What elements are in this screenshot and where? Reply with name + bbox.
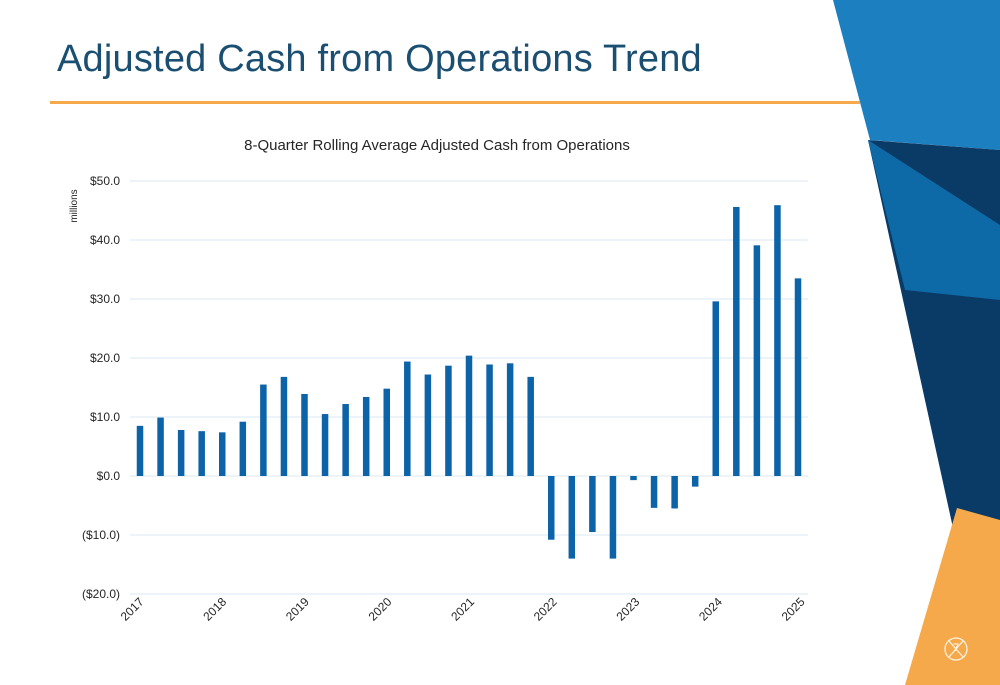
slide-title: Adjusted Cash from Operations Trend bbox=[57, 38, 702, 80]
bar bbox=[630, 476, 637, 481]
x-tick-label: 2020 bbox=[366, 595, 395, 624]
bar bbox=[342, 404, 349, 476]
bar bbox=[404, 361, 411, 476]
bar bbox=[280, 376, 288, 476]
y-axis-ticks: $50.0 $40.0 $30.0 $20.0 $10.0 $0.0 ($10.0) ($20… bbox=[82, 174, 120, 601]
x-tick-label: 2023 bbox=[614, 595, 643, 624]
bar bbox=[383, 388, 390, 476]
x-tick-label: 2025 bbox=[779, 595, 808, 624]
bar bbox=[527, 376, 534, 476]
y-tick-label: $10.0 bbox=[90, 410, 120, 424]
x-tick-label: 2018 bbox=[200, 595, 229, 624]
bar bbox=[260, 384, 267, 476]
x-tick-label: 2017 bbox=[118, 595, 147, 624]
bar bbox=[506, 363, 514, 476]
y-tick-label: $40.0 bbox=[90, 233, 120, 247]
bar bbox=[198, 431, 205, 476]
bar bbox=[445, 365, 452, 476]
bar bbox=[219, 432, 226, 476]
y-tick-label: $30.0 bbox=[90, 292, 120, 306]
bar bbox=[691, 476, 699, 487]
title-underline bbox=[50, 101, 860, 104]
x-tick-label: 2022 bbox=[531, 595, 560, 624]
bar bbox=[136, 425, 144, 476]
bar bbox=[671, 476, 678, 509]
bar-series bbox=[136, 205, 802, 559]
bar bbox=[733, 206, 740, 476]
bar bbox=[177, 429, 185, 476]
bar bbox=[568, 476, 576, 559]
bar bbox=[609, 476, 617, 559]
x-tick-label: 2024 bbox=[696, 595, 725, 624]
x-tick-label: 2021 bbox=[448, 595, 477, 624]
bar bbox=[362, 396, 370, 476]
chart-title: 8-Quarter Rolling Average Adjusted Cash … bbox=[244, 137, 630, 154]
y-axis-label: millions bbox=[69, 189, 80, 222]
bar bbox=[239, 421, 247, 476]
x-tick-label: 2019 bbox=[283, 595, 312, 624]
bar bbox=[753, 245, 761, 476]
y-tick-label: ($20.0) bbox=[82, 587, 120, 601]
bar bbox=[774, 205, 781, 476]
bar bbox=[712, 301, 719, 476]
bar bbox=[486, 364, 493, 476]
bar bbox=[321, 414, 329, 476]
x-axis-ticks: 2017 2018 2019 2020 2021 2022 2023 2024 2025 bbox=[118, 595, 808, 624]
y-tick-label: $20.0 bbox=[90, 351, 120, 365]
page-number: 7 bbox=[952, 642, 960, 654]
bar bbox=[157, 417, 164, 476]
bar bbox=[465, 355, 473, 476]
bar bbox=[301, 393, 308, 476]
bar bbox=[589, 476, 596, 533]
y-tick-label: $0.0 bbox=[97, 469, 121, 483]
y-tick-label: ($10.0) bbox=[82, 528, 120, 542]
bar bbox=[794, 278, 802, 476]
y-tick-label: $50.0 bbox=[90, 174, 120, 188]
bar bbox=[548, 476, 555, 540]
bar bbox=[650, 476, 658, 508]
bar bbox=[424, 374, 432, 476]
